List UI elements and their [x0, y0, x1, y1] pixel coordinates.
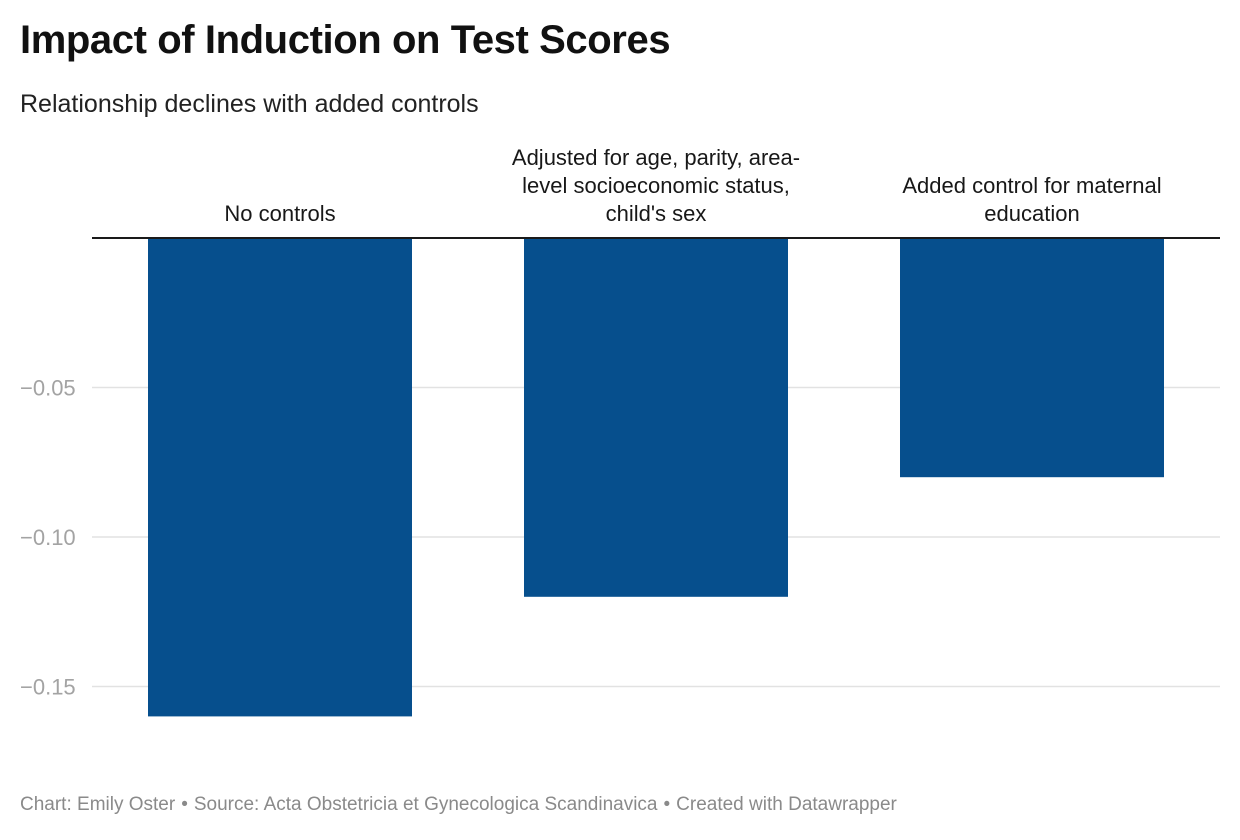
chart-title: Impact of Induction on Test Scores: [20, 18, 671, 62]
bar-chart: −0.05 −0.10 −0.15: [20, 237, 1220, 717]
y-tick-label: −0.10: [20, 525, 76, 550]
chart-footer: Chart: Emily Oster • Source: Acta Obstetri…: [20, 794, 897, 816]
y-tick-label: −0.05: [20, 376, 76, 401]
x-category-label: Added control for maternal education: [862, 172, 1202, 228]
chart-subtitle: Relationship declines with added control…: [20, 90, 479, 118]
footer-separator: •: [181, 794, 188, 815]
category-label-line: Adjusted for age, parity, area-: [511, 145, 801, 170]
x-category-label: Adjusted for age, parity, area-level soc…: [486, 144, 826, 228]
category-label-line: level socioeconomic status,: [522, 173, 790, 198]
bar[interactable]: [900, 238, 1164, 478]
bar[interactable]: [524, 238, 788, 597]
category-label-line: No controls: [224, 201, 336, 226]
x-category-label: No controls: [110, 200, 450, 228]
category-label-line: child's sex: [605, 201, 707, 226]
source-link[interactable]: Source: Acta Obstetricia et Gynecologica…: [193, 794, 658, 815]
category-label-line: education: [984, 201, 1080, 226]
y-tick-label: −0.15: [20, 675, 76, 700]
datawrapper-credit[interactable]: Created with Datawrapper: [676, 794, 897, 815]
bar[interactable]: [148, 238, 412, 717]
footer-separator: •: [663, 794, 671, 815]
category-label-line: Added control for maternal: [902, 173, 1162, 198]
chart-credit: Chart: Emily Oster: [20, 794, 176, 815]
